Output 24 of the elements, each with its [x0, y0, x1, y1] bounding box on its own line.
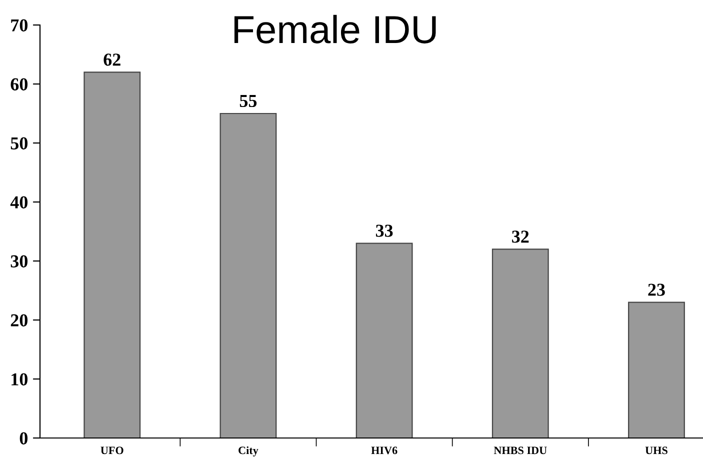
- y-tick-label: 70: [11, 19, 28, 32]
- x-tick-label: UFO: [100, 446, 124, 454]
- bar: [492, 248, 549, 438]
- bar: [356, 242, 413, 438]
- y-tick-label: 20: [10, 314, 28, 326]
- data-label: 55: [240, 95, 257, 108]
- bar: [628, 302, 685, 438]
- bar: [84, 72, 141, 438]
- y-tick-label: 40: [10, 196, 28, 208]
- x-tick-label: NHBS IDU: [494, 446, 547, 454]
- y-tick-label: 30: [10, 255, 28, 268]
- y-tick-label: 50: [10, 137, 28, 150]
- y-tick-label: 60: [10, 78, 28, 90]
- x-tick-label: City: [238, 446, 258, 456]
- data-label: 23: [648, 284, 665, 296]
- bar: [220, 112, 277, 438]
- x-tick-label: UHS: [645, 446, 668, 454]
- data-label: 32: [512, 230, 529, 243]
- chart-title: Female IDU: [234, 14, 436, 44]
- y-tick-label: 0: [20, 432, 28, 444]
- data-label: 33: [376, 224, 393, 237]
- y-tick-label: 10: [12, 373, 28, 386]
- data-label: 62: [104, 54, 120, 66]
- x-tick-label: HIV6: [371, 446, 398, 454]
